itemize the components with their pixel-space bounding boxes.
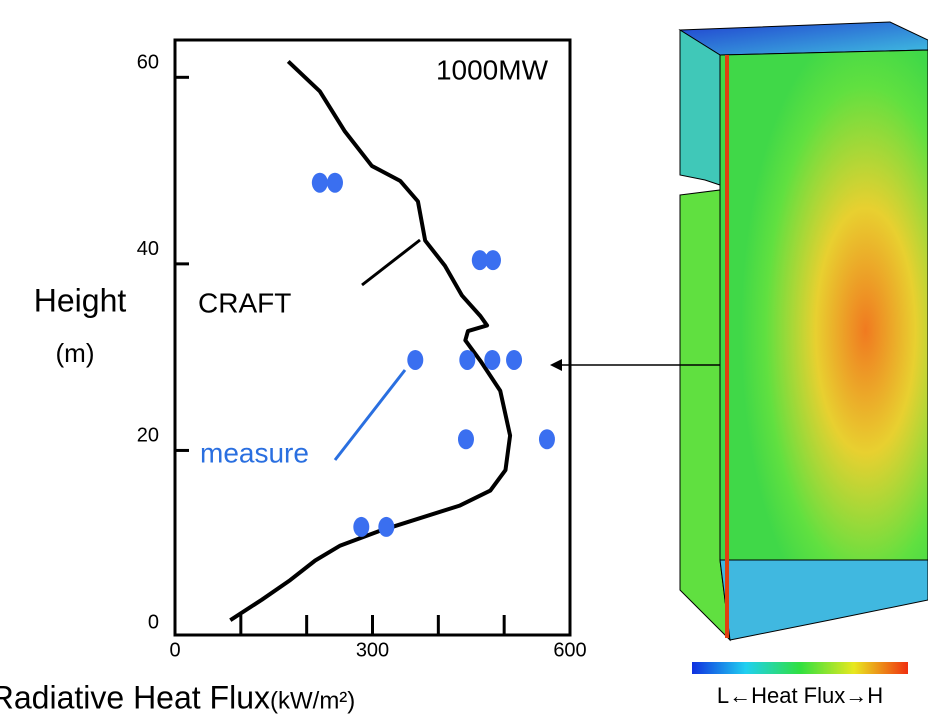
x-tick-label: 300 [356, 639, 389, 661]
colorbar-label: L←Heat Flux→H [717, 683, 883, 708]
measure-point [312, 173, 328, 193]
craft-line [230, 61, 510, 620]
measure-point [407, 350, 423, 370]
y-tick-label: 40 [137, 238, 159, 260]
x-axis-unit: (kW/m²) [270, 687, 355, 714]
y-axis-unit: (m) [56, 338, 95, 368]
series-label: measure [200, 437, 309, 468]
x-axis-label: Radiative Heat Flux [0, 679, 270, 715]
craft-pointer [362, 240, 420, 285]
measure-point [484, 350, 500, 370]
measure-point [459, 350, 475, 370]
measure-point [378, 517, 394, 537]
measure-point [485, 250, 501, 270]
measure-pointer [335, 370, 405, 460]
boiler-image [550, 22, 928, 674]
y-tick-label: 60 [137, 52, 159, 74]
annotation-title: 1000MW [436, 54, 549, 85]
plot-frame [175, 40, 570, 635]
x-tick-label: 0 [169, 639, 180, 661]
y-tick-label: 20 [137, 425, 159, 447]
series-label: CRAFT [198, 287, 291, 318]
measure-point [458, 429, 474, 449]
y-axis-label: Height [34, 282, 127, 318]
measure-point [506, 350, 522, 370]
y-tick-label: 0 [148, 611, 159, 633]
measure-point [353, 517, 369, 537]
figure: 1000MW Height (m) Radiative Heat Flux (k… [0, 0, 928, 723]
measure-point [539, 429, 555, 449]
x-tick-label: 600 [553, 639, 586, 661]
measure-point [327, 173, 343, 193]
